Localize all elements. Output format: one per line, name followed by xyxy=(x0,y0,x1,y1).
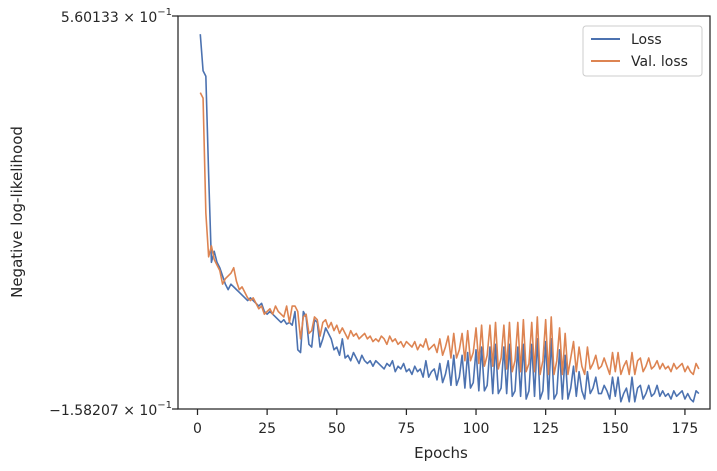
x-axis-label: Epochs xyxy=(414,444,468,462)
x-tick-label: 175 xyxy=(672,421,699,437)
series-line-loss xyxy=(199,34,700,403)
x-tick-label: 150 xyxy=(602,421,629,437)
x-tick-label: 75 xyxy=(397,421,415,437)
series-line-val-loss xyxy=(199,92,700,376)
legend: Loss Val. loss xyxy=(582,25,703,77)
x-axis: 0 25 50 75 100 125 150 175 xyxy=(193,409,698,437)
y-axis-label: Negative log-likelihood xyxy=(8,126,26,298)
axes-frame xyxy=(177,15,711,410)
y-tick-label-bottom: −1.58207 × 10−1 xyxy=(49,400,172,419)
y-tick-label-top: 5.60133 × 10−1 xyxy=(61,7,172,26)
x-tick-label: 100 xyxy=(463,421,490,437)
legend-label-loss: Loss xyxy=(631,32,662,48)
x-tick-label: 50 xyxy=(328,421,346,437)
x-tick-label: 0 xyxy=(193,421,202,437)
x-tick-label: 25 xyxy=(258,421,276,437)
legend-label-val-loss: Val. loss xyxy=(631,54,688,70)
x-tick-label: 125 xyxy=(532,421,559,437)
plot-area xyxy=(199,34,700,403)
